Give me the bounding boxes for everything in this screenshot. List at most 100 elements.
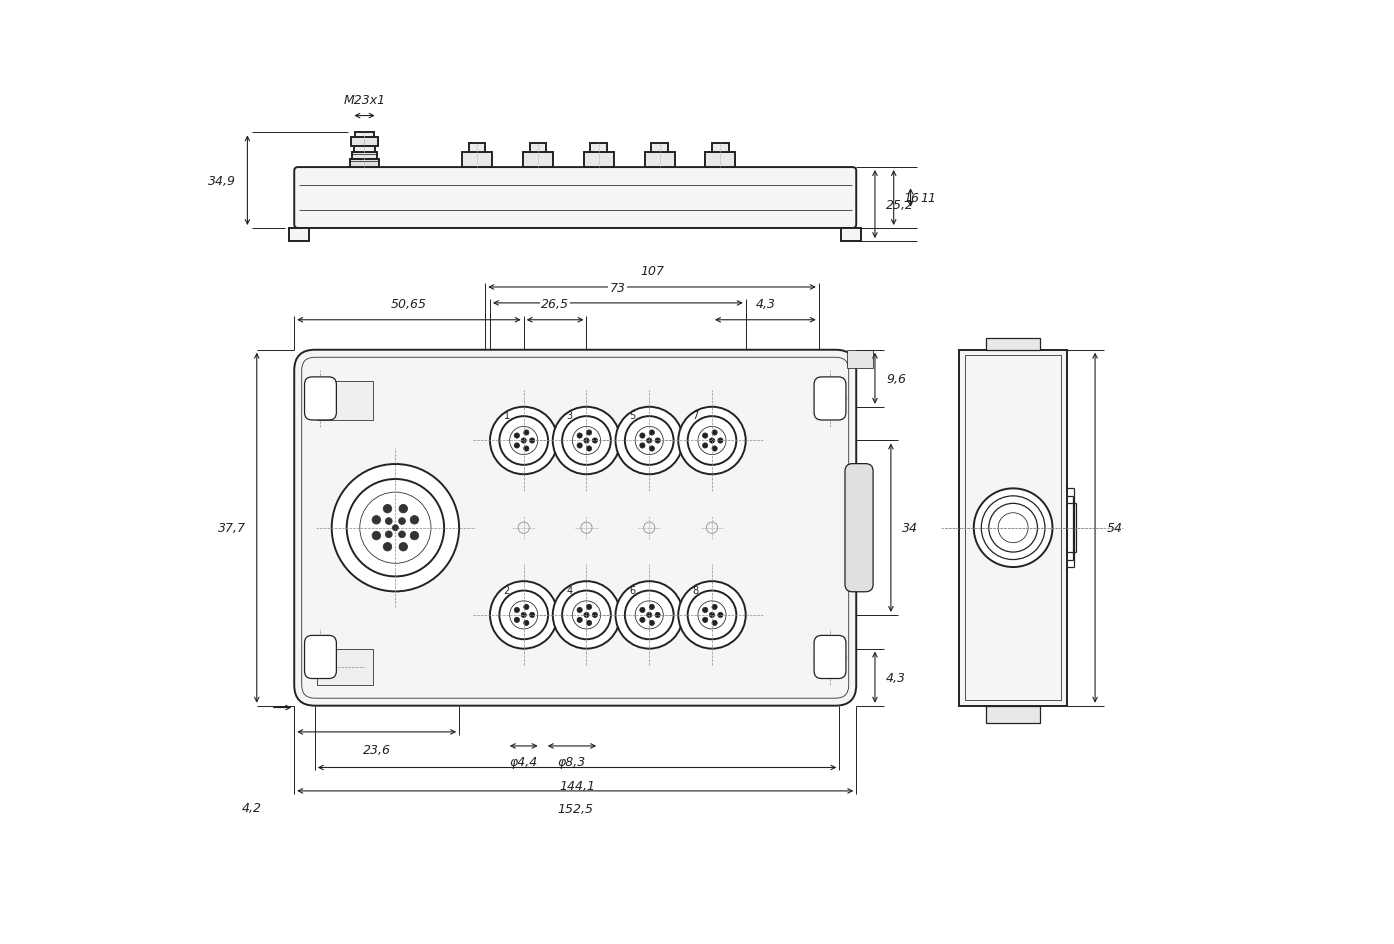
Circle shape: [514, 617, 520, 623]
Text: φ8,3: φ8,3: [558, 755, 585, 768]
Circle shape: [640, 444, 645, 448]
Circle shape: [399, 543, 407, 551]
Circle shape: [383, 505, 392, 514]
Text: 26,5: 26,5: [541, 298, 569, 312]
Circle shape: [974, 489, 1052, 567]
Text: 11: 11: [920, 192, 935, 205]
Text: 9,6: 9,6: [887, 372, 906, 385]
Circle shape: [584, 613, 590, 618]
Text: 6: 6: [629, 585, 636, 595]
Circle shape: [718, 438, 723, 444]
Bar: [651, 143, 668, 153]
Text: φ4,4: φ4,4: [510, 755, 538, 768]
Circle shape: [647, 613, 652, 618]
Circle shape: [703, 617, 708, 623]
Circle shape: [399, 518, 406, 525]
Circle shape: [712, 620, 718, 626]
Circle shape: [530, 438, 535, 444]
Circle shape: [577, 433, 583, 439]
Circle shape: [650, 447, 654, 451]
FancyBboxPatch shape: [814, 635, 846, 679]
Bar: [468, 143, 485, 153]
Circle shape: [385, 531, 392, 538]
Circle shape: [491, 408, 558, 475]
Circle shape: [410, 531, 418, 540]
Bar: [986, 339, 1040, 350]
Text: 3: 3: [566, 411, 573, 421]
Circle shape: [385, 518, 392, 525]
FancyBboxPatch shape: [606, 479, 693, 578]
FancyBboxPatch shape: [814, 378, 846, 420]
Bar: [316, 649, 374, 685]
Text: 8: 8: [691, 585, 698, 595]
Circle shape: [679, 582, 746, 649]
Circle shape: [616, 582, 683, 649]
Circle shape: [650, 620, 654, 626]
Circle shape: [399, 531, 406, 538]
Circle shape: [524, 604, 528, 610]
Bar: [986, 706, 1040, 723]
Bar: [712, 143, 729, 153]
Circle shape: [577, 617, 583, 623]
Bar: [461, 153, 492, 168]
Circle shape: [514, 444, 520, 448]
Circle shape: [655, 613, 661, 618]
Circle shape: [640, 608, 645, 613]
Bar: [350, 160, 379, 168]
Circle shape: [710, 613, 715, 618]
FancyBboxPatch shape: [544, 479, 630, 578]
Text: 5: 5: [629, 411, 636, 421]
Bar: [705, 153, 736, 168]
Text: 37,7: 37,7: [217, 522, 245, 534]
Circle shape: [372, 531, 381, 540]
Text: 4,3: 4,3: [756, 298, 775, 312]
Circle shape: [521, 613, 527, 618]
Circle shape: [577, 608, 583, 613]
Circle shape: [655, 438, 661, 444]
Circle shape: [587, 604, 591, 610]
Circle shape: [679, 408, 746, 475]
Bar: [316, 381, 374, 420]
Text: 25,2: 25,2: [887, 198, 914, 211]
Circle shape: [703, 433, 708, 439]
Text: 4,3: 4,3: [887, 671, 906, 683]
Text: 152,5: 152,5: [558, 802, 594, 816]
Bar: [355, 133, 374, 138]
Bar: [523, 153, 553, 168]
Circle shape: [393, 525, 399, 531]
Bar: [351, 138, 378, 147]
Circle shape: [553, 408, 620, 475]
Circle shape: [372, 516, 381, 525]
Text: 16: 16: [903, 192, 919, 205]
Circle shape: [584, 438, 590, 444]
Text: 34,9: 34,9: [208, 175, 236, 188]
FancyBboxPatch shape: [845, 464, 873, 592]
Circle shape: [530, 613, 535, 618]
Bar: [959, 350, 1066, 706]
Circle shape: [712, 604, 718, 610]
Circle shape: [592, 438, 598, 444]
Circle shape: [650, 430, 654, 435]
Circle shape: [514, 608, 520, 613]
FancyBboxPatch shape: [304, 378, 336, 420]
Bar: [584, 153, 613, 168]
Text: 107: 107: [640, 264, 664, 278]
Text: 2: 2: [503, 585, 510, 595]
FancyBboxPatch shape: [669, 479, 756, 578]
FancyBboxPatch shape: [304, 635, 336, 679]
Text: 144,1: 144,1: [559, 779, 595, 792]
Text: 7: 7: [691, 411, 698, 421]
FancyBboxPatch shape: [294, 168, 856, 228]
Circle shape: [524, 620, 528, 626]
Circle shape: [491, 582, 558, 649]
FancyBboxPatch shape: [481, 479, 567, 578]
Circle shape: [587, 447, 591, 451]
Circle shape: [703, 444, 708, 448]
Text: 4,2: 4,2: [241, 801, 262, 815]
Circle shape: [332, 464, 459, 592]
Text: 34: 34: [902, 522, 919, 534]
Text: M23x1: M23x1: [343, 94, 386, 107]
Circle shape: [410, 516, 418, 525]
Circle shape: [592, 613, 598, 618]
Text: 4: 4: [566, 585, 573, 595]
